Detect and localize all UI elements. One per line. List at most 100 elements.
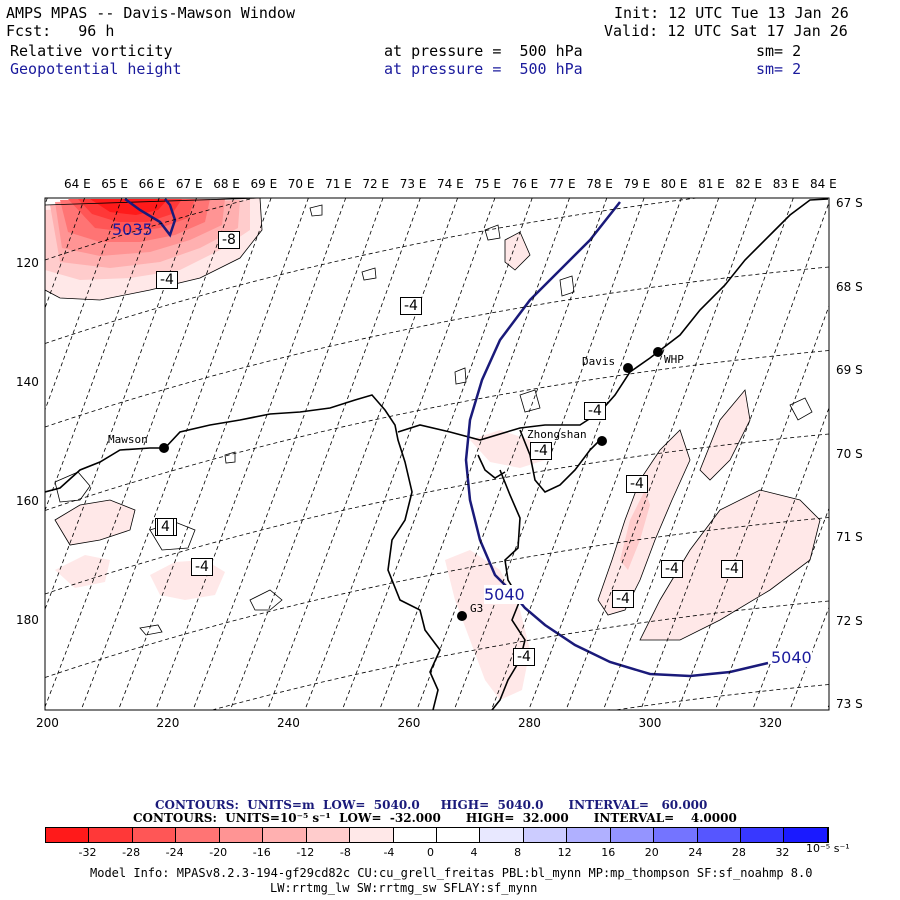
vorticity-label: -4 [584, 402, 606, 420]
vorticity-contour-line [519, 389, 541, 413]
y-tick-label: 180 [16, 613, 39, 627]
vorticity-contour-line [249, 589, 283, 611]
station-g3-dot [457, 611, 467, 621]
colorbar [45, 827, 829, 843]
vorticity-contour-info: CONTOURS: UNITS=10⁻⁵ s⁻¹ LOW= -32.000 HI… [133, 811, 737, 825]
station-zhongshan-label: Zhongshan [527, 428, 587, 441]
vorticity-label: -4 [661, 560, 683, 578]
colorbar-label: -12 [296, 846, 315, 859]
colorbar-units: 10⁻⁵ s⁻¹ [806, 842, 850, 855]
colorbar-swatch [784, 828, 828, 842]
vorticity-shading [445, 550, 530, 700]
lat-label: 68 S [836, 279, 863, 294]
lat-label: 71 S [836, 530, 863, 544]
colorbar-label: -28 [122, 846, 141, 859]
vorticity-label: -4 [400, 297, 422, 315]
vorticity-contour-line [454, 367, 467, 385]
station-whp-label: WHP [664, 353, 684, 366]
lon-label: 78 E [586, 177, 613, 191]
colorbar-swatch [741, 828, 785, 842]
colorbar-swatch [176, 828, 220, 842]
lat-label: 67 S [836, 196, 863, 210]
x-tick-label: 320 [759, 716, 782, 730]
colorbar-swatch [89, 828, 133, 842]
x-tick-label: 300 [638, 716, 662, 730]
y-tick-label: 140 [16, 375, 39, 389]
lon-label: 69 E [250, 177, 278, 191]
field2-level: at pressure = 500 hPa [384, 60, 583, 78]
height-contour-info: CONTOURS: UNITS=m LOW= 5040.0 HIGH= 5040… [155, 798, 708, 812]
colorbar-label: -20 [209, 846, 228, 859]
colorbar-label: 8 [514, 846, 522, 859]
colorbar-swatch [350, 828, 394, 842]
vorticity-label: -4 [626, 475, 648, 493]
station-g3-label: G3 [470, 602, 484, 615]
lon-label: 74 E [437, 177, 464, 191]
lon-label: 80 E [660, 177, 688, 191]
vorticity-contour-line [789, 397, 813, 421]
lon-label: 71 E [325, 177, 352, 191]
lon-label: 66 E [138, 177, 166, 191]
vorticity-contour-line [484, 224, 501, 241]
lon-label: 83 E [772, 177, 800, 191]
vorticity-contour-line [139, 624, 163, 636]
vorticity-label: -4 [721, 560, 743, 578]
valid-time: Valid: 12 UTC Sat 17 Jan 26 [604, 22, 848, 40]
lon-label: 73 E [399, 177, 427, 191]
station-mawson-dot [159, 443, 169, 453]
model-info-line1: Model Info: MPASv8.2.3-194-gf29cd82c CU:… [90, 866, 813, 880]
colorbar-label: -4 [383, 846, 395, 859]
lon-label: 84 E [810, 177, 837, 191]
vorticity-shading [150, 560, 225, 600]
station-zhongshan-dot [597, 436, 607, 446]
station-mawson-label: Mawson [108, 433, 148, 446]
vorticity-label: -4 [612, 590, 634, 608]
colorbar-swatch [480, 828, 524, 842]
lon-label: 70 E [287, 177, 315, 191]
lat-label: 73 S [836, 697, 863, 711]
lat-label: 70 S [836, 446, 863, 461]
colorbar-swatch [46, 828, 90, 842]
y-tick-label: 160 [16, 494, 39, 508]
colorbar-label: -16 [252, 846, 271, 859]
lon-label: 76 E [511, 177, 539, 191]
colorbar-label: 16 [601, 846, 616, 859]
lon-label: 68 E [213, 177, 240, 191]
lon-label: 79 E [623, 177, 651, 191]
colorbar-label: 20 [644, 846, 659, 859]
lon-label: 67 E [175, 177, 203, 191]
colorbar-swatch [567, 828, 611, 842]
field1-name: Relative vorticity [10, 42, 173, 60]
colorbar-label: 24 [688, 846, 703, 859]
lon-label: 77 E [548, 177, 576, 191]
x-tick-label: 260 [397, 716, 421, 730]
vorticity-contour-line [309, 204, 323, 217]
vorticity-label: 4 [157, 518, 174, 536]
height-label-5035: 5035 [112, 220, 153, 239]
colorbar-label: -8 [339, 846, 351, 859]
lon-label: 75 E [474, 177, 501, 191]
colorbar-swatch [523, 828, 568, 842]
colorbar-label: 12 [557, 846, 572, 859]
y-tick-label: 120 [16, 256, 39, 270]
colorbar-swatch [393, 828, 437, 842]
vorticity-contour-line [559, 275, 575, 297]
colorbar-label: -32 [78, 846, 97, 859]
x-tick-label: 280 [518, 716, 541, 730]
lon-label: 82 E [735, 177, 763, 191]
colorbar-swatch [436, 828, 481, 842]
height-contour-line [464, 201, 621, 591]
station-davis-label: Davis [582, 355, 616, 368]
colorbar-label: 32 [775, 846, 790, 859]
field1-level: at pressure = 500 hPa [384, 42, 583, 60]
colorbar-label: -24 [165, 846, 184, 859]
vorticity-shading [55, 555, 110, 588]
lon-label: 81 E [698, 177, 725, 191]
x-tick-label: 200 [36, 716, 59, 730]
field1-smoothing: sm= 2 [756, 42, 802, 60]
colorbar-swatch [219, 828, 264, 842]
model-info-line2: LW:rrtmg_lw SW:rrtmg_sw SFLAY:sf_mynn [270, 881, 538, 895]
vorticity-contour-line [361, 267, 377, 281]
coastline [397, 198, 829, 441]
